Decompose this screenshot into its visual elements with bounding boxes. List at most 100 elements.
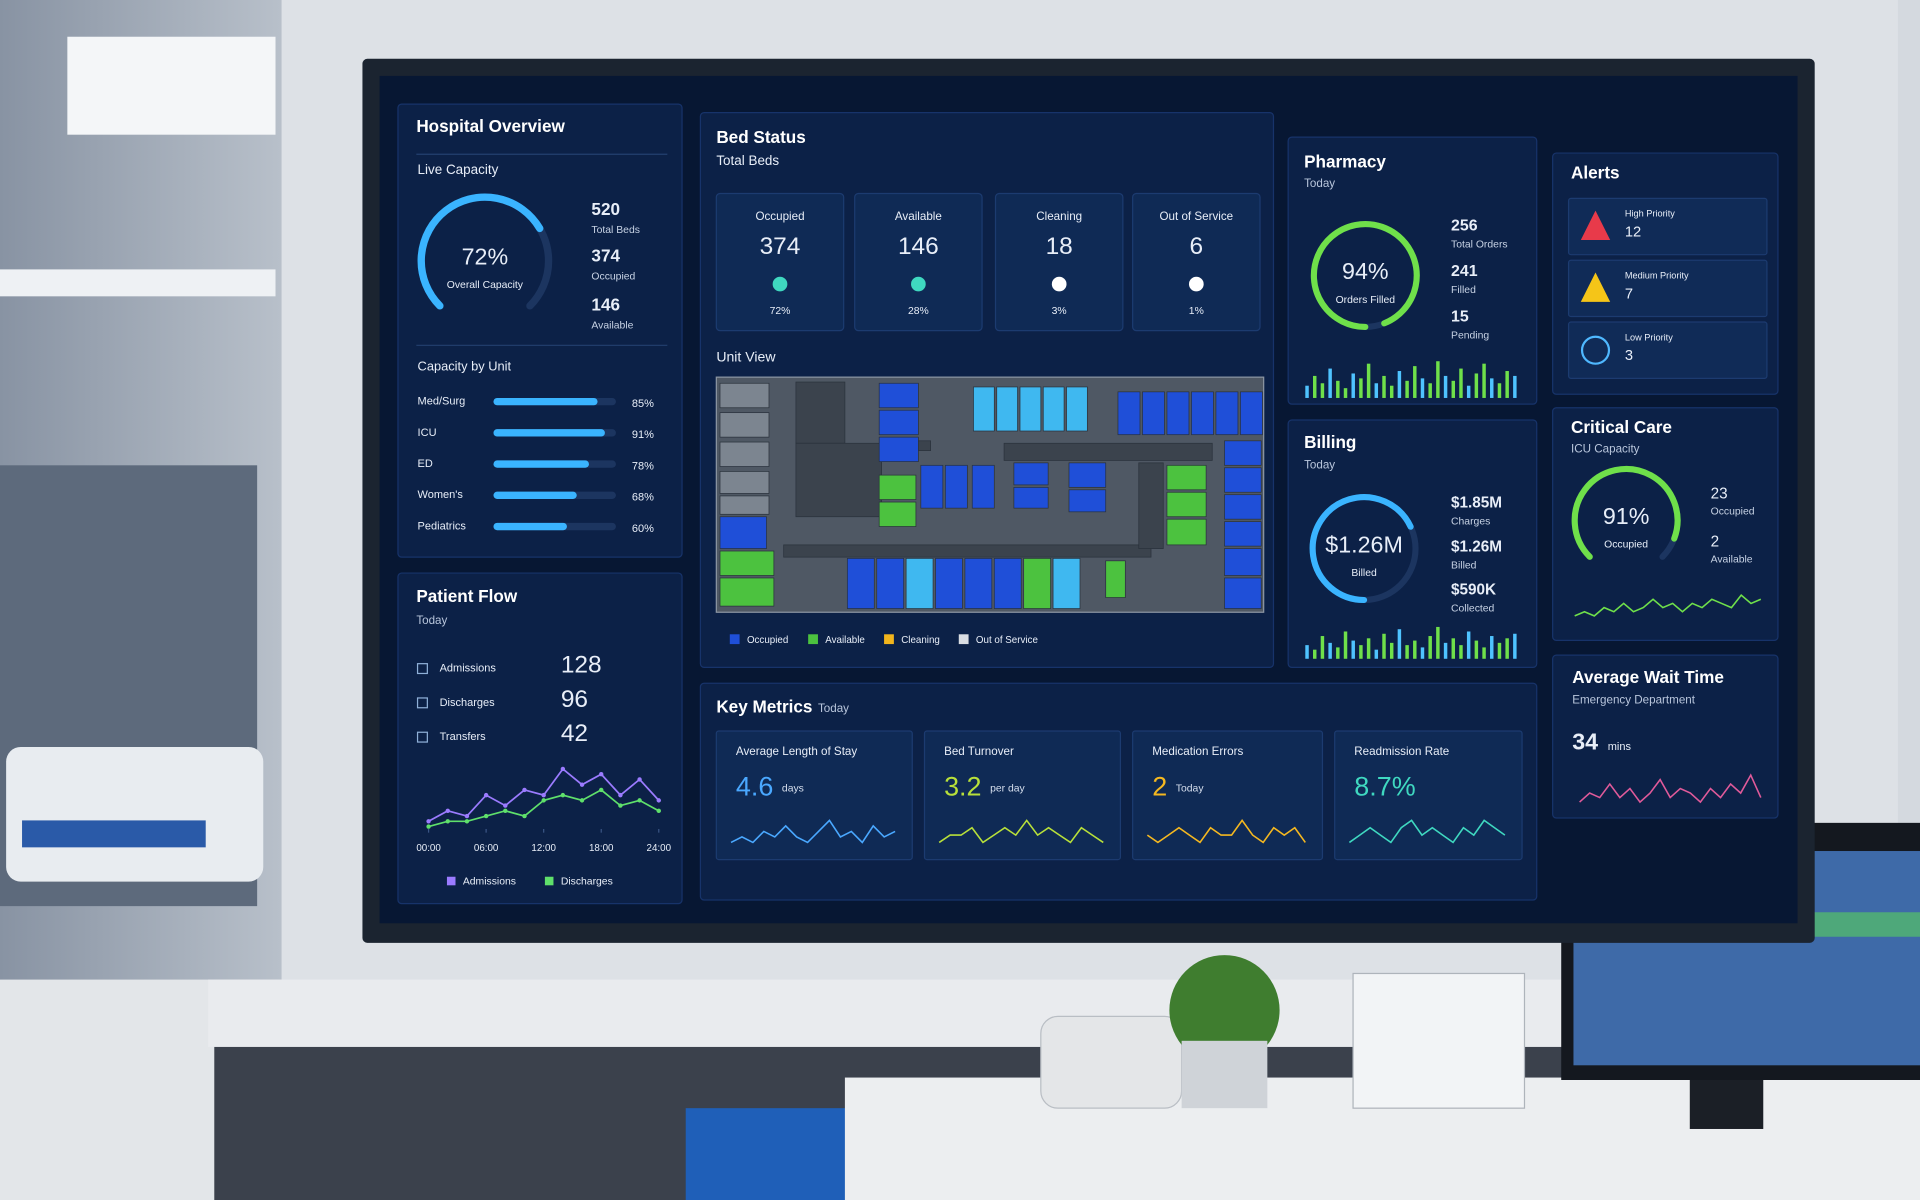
metric-card <box>715 730 913 861</box>
panel-subtitle: Total Beds <box>716 153 779 168</box>
room <box>719 577 775 607</box>
room <box>1240 391 1263 436</box>
flow-point <box>618 792 623 798</box>
mini-bar <box>1413 366 1417 398</box>
unit-bar <box>493 491 577 499</box>
mini-bar <box>1482 363 1486 398</box>
room <box>795 442 882 518</box>
flow-point <box>656 808 661 814</box>
panel <box>1552 407 1779 642</box>
metric-card <box>1132 730 1324 861</box>
ceiling-light <box>0 269 276 297</box>
metric-title: Bed Turnover <box>944 745 1014 758</box>
flow-point <box>579 798 585 803</box>
flow-point <box>637 798 642 803</box>
panel-subtitle: Today <box>1304 177 1335 190</box>
stat-value: 374 <box>591 246 620 266</box>
legend-swatch <box>446 876 456 886</box>
bed-card-value: 146 <box>898 233 939 260</box>
file-holder <box>1352 972 1526 1109</box>
metric-title: Average Length of Stay <box>736 745 857 758</box>
ceiling-light <box>67 36 276 135</box>
legend-label: Out of Service <box>976 635 1038 646</box>
gauge-caption: Occupied <box>1604 540 1648 551</box>
alert-icon <box>1580 335 1611 365</box>
stat-label: Available <box>1711 554 1753 565</box>
stat-value: 42 <box>561 720 588 747</box>
mini-bar <box>1374 383 1379 398</box>
stat-value: $1.26M <box>1451 538 1502 555</box>
stat-label: Occupied <box>1711 507 1755 518</box>
room <box>1215 391 1239 436</box>
room <box>1224 521 1262 547</box>
mini-bar <box>1459 645 1463 659</box>
unit-value: 91% <box>632 429 654 441</box>
sparkline <box>1348 819 1506 844</box>
panel-title: Pharmacy <box>1304 151 1386 171</box>
room <box>905 558 934 609</box>
mini-bar <box>1374 649 1379 659</box>
mini-bar <box>1443 642 1448 659</box>
gauge-label: 91% <box>1603 503 1650 529</box>
section-title: Unit View <box>716 348 776 364</box>
mini-bar <box>1513 375 1517 398</box>
room <box>878 501 917 527</box>
unit-bar <box>493 460 589 468</box>
bed-card-icon <box>911 276 926 292</box>
mini-bar <box>1359 645 1363 659</box>
mini-bar <box>1474 373 1479 398</box>
panel-subtitle: Today <box>818 702 849 715</box>
flow-point <box>618 803 623 808</box>
room <box>1023 558 1051 609</box>
mini-bar <box>1389 642 1394 659</box>
room <box>719 412 770 438</box>
room <box>876 558 905 609</box>
stat-label: Available <box>591 320 633 331</box>
bed-card <box>1132 192 1261 332</box>
room <box>1138 462 1164 549</box>
legend-label: Available <box>825 635 865 646</box>
room <box>996 386 1018 432</box>
unit-name: ED <box>418 458 433 470</box>
mini-bar <box>1436 626 1440 659</box>
gauge-label: 94% <box>1342 258 1389 284</box>
legend-swatch <box>729 634 740 645</box>
alert-count: 3 <box>1625 348 1633 364</box>
bed <box>6 746 264 882</box>
flow-point <box>464 813 470 819</box>
metric-number: 2 <box>1152 772 1167 802</box>
stat-label: Charges <box>1451 516 1490 527</box>
mini-bar <box>1351 640 1355 659</box>
mini-bar <box>1482 647 1486 659</box>
room <box>783 544 1152 558</box>
bed-card-value: 18 <box>1046 233 1073 260</box>
room <box>719 516 767 549</box>
room <box>1066 386 1088 432</box>
room <box>1166 518 1207 546</box>
mini-bar <box>1428 636 1432 659</box>
mini-bar <box>1305 385 1309 398</box>
x-tick-label: 00:00 <box>416 843 441 854</box>
panel-subtitle: ICU Capacity <box>1571 442 1640 455</box>
bed-card-icon <box>1188 276 1204 292</box>
room <box>846 558 875 609</box>
panel <box>397 103 683 558</box>
bed-card-label: Cleaning <box>1036 210 1082 223</box>
x-tick-label: 12:00 <box>531 843 556 854</box>
alert-label: Low Priority <box>1625 332 1673 342</box>
gauge-value <box>1571 465 1681 560</box>
stat-icon <box>416 731 428 743</box>
metric-number: 3.2 <box>944 772 981 802</box>
mini-bar <box>1359 378 1363 398</box>
mini-bar <box>1320 636 1325 659</box>
flow-point <box>426 824 431 829</box>
panel-title: Bed Status <box>716 127 805 147</box>
mini-bar <box>1428 383 1432 398</box>
section-title: Capacity by Unit <box>418 359 512 374</box>
bed-rail <box>22 820 206 848</box>
stat-label: Total Orders <box>1451 240 1508 251</box>
mini-bar <box>1382 633 1386 659</box>
monitor-stand <box>1689 1080 1764 1129</box>
flow-point <box>560 792 566 798</box>
stat-label: Transfers <box>440 731 487 743</box>
